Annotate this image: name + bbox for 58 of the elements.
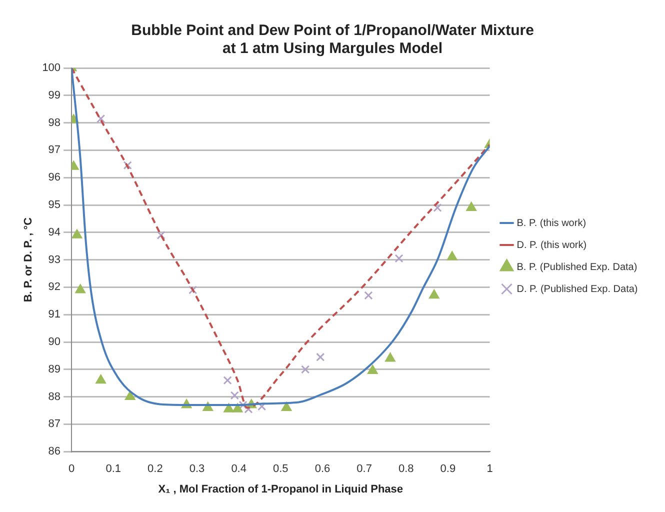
- point: [281, 402, 292, 412]
- point: [385, 352, 396, 362]
- y-tick-label: 87: [48, 418, 61, 430]
- x-tick-label: 0: [68, 463, 75, 476]
- y-tick-label: 90: [48, 336, 61, 348]
- y-tick-label: 93: [48, 254, 61, 266]
- x-tick-label: 0.4: [231, 463, 246, 476]
- chart-title: Bubble Point and Dew Point of 1/Propanol/Water Mixture at 1 atm Using Margules Model: [131, 22, 534, 58]
- point: [188, 286, 198, 294]
- x-tick-label: 0.7: [356, 463, 372, 476]
- point: [72, 229, 82, 238]
- y-axis-title: B. P. or D. P. , °C: [22, 217, 35, 302]
- point: [238, 400, 248, 410]
- y-tick-label: 91: [48, 308, 61, 321]
- point: [123, 160, 132, 170]
- point: [433, 203, 442, 212]
- point: [429, 290, 440, 299]
- point: [316, 352, 325, 362]
- point: [156, 230, 166, 240]
- y-tick-label: 96: [48, 172, 61, 184]
- x-tick-label: 0.1: [106, 463, 122, 476]
- point: [125, 391, 136, 400]
- y-tick-label: 99: [48, 89, 61, 102]
- x-tick-label: 0.6: [314, 463, 330, 476]
- point: [223, 376, 232, 385]
- x-tick-label: 0.5: [273, 463, 288, 476]
- y-tick-label: 100: [42, 62, 61, 74]
- point: [301, 365, 310, 374]
- point: [258, 402, 266, 411]
- y-tick-label: 88: [48, 390, 61, 403]
- y-tick-label: 86: [48, 446, 61, 458]
- x-axis-title: X₁ , Mol Fraction of 1-Propanol in Liquid Phase: [158, 483, 404, 496]
- x-tick-label: 1: [486, 463, 493, 476]
- x-tick-label: 0.2: [148, 463, 163, 476]
- point: [394, 254, 404, 263]
- point: [230, 391, 239, 400]
- y-tick-label: 98: [48, 116, 61, 129]
- point: [447, 251, 458, 260]
- point: [224, 403, 234, 412]
- point: [364, 291, 373, 300]
- point: [232, 403, 243, 412]
- point: [75, 284, 86, 294]
- legend-label: D. P. (this work): [516, 240, 587, 251]
- x-tick-label: 0.9: [440, 463, 456, 476]
- legend-label: D. P. (Published Exp. Data): [516, 284, 638, 295]
- legend-label: B. P. (this work): [516, 218, 586, 229]
- point: [466, 202, 476, 211]
- y-tick-label: 89: [48, 363, 61, 376]
- y-tick-label: 94: [48, 226, 61, 238]
- y-tick-label: 92: [48, 281, 61, 294]
- point: [96, 114, 106, 123]
- x-tick-label: 0.8: [398, 463, 414, 476]
- point: [96, 374, 106, 384]
- point: [368, 365, 378, 374]
- x-tick-label: 0.3: [189, 463, 205, 476]
- y-tick-label: 97: [48, 144, 61, 156]
- y-tick-label: 95: [48, 199, 61, 212]
- legend-label: B. P. (Published Exp. Data): [516, 262, 638, 273]
